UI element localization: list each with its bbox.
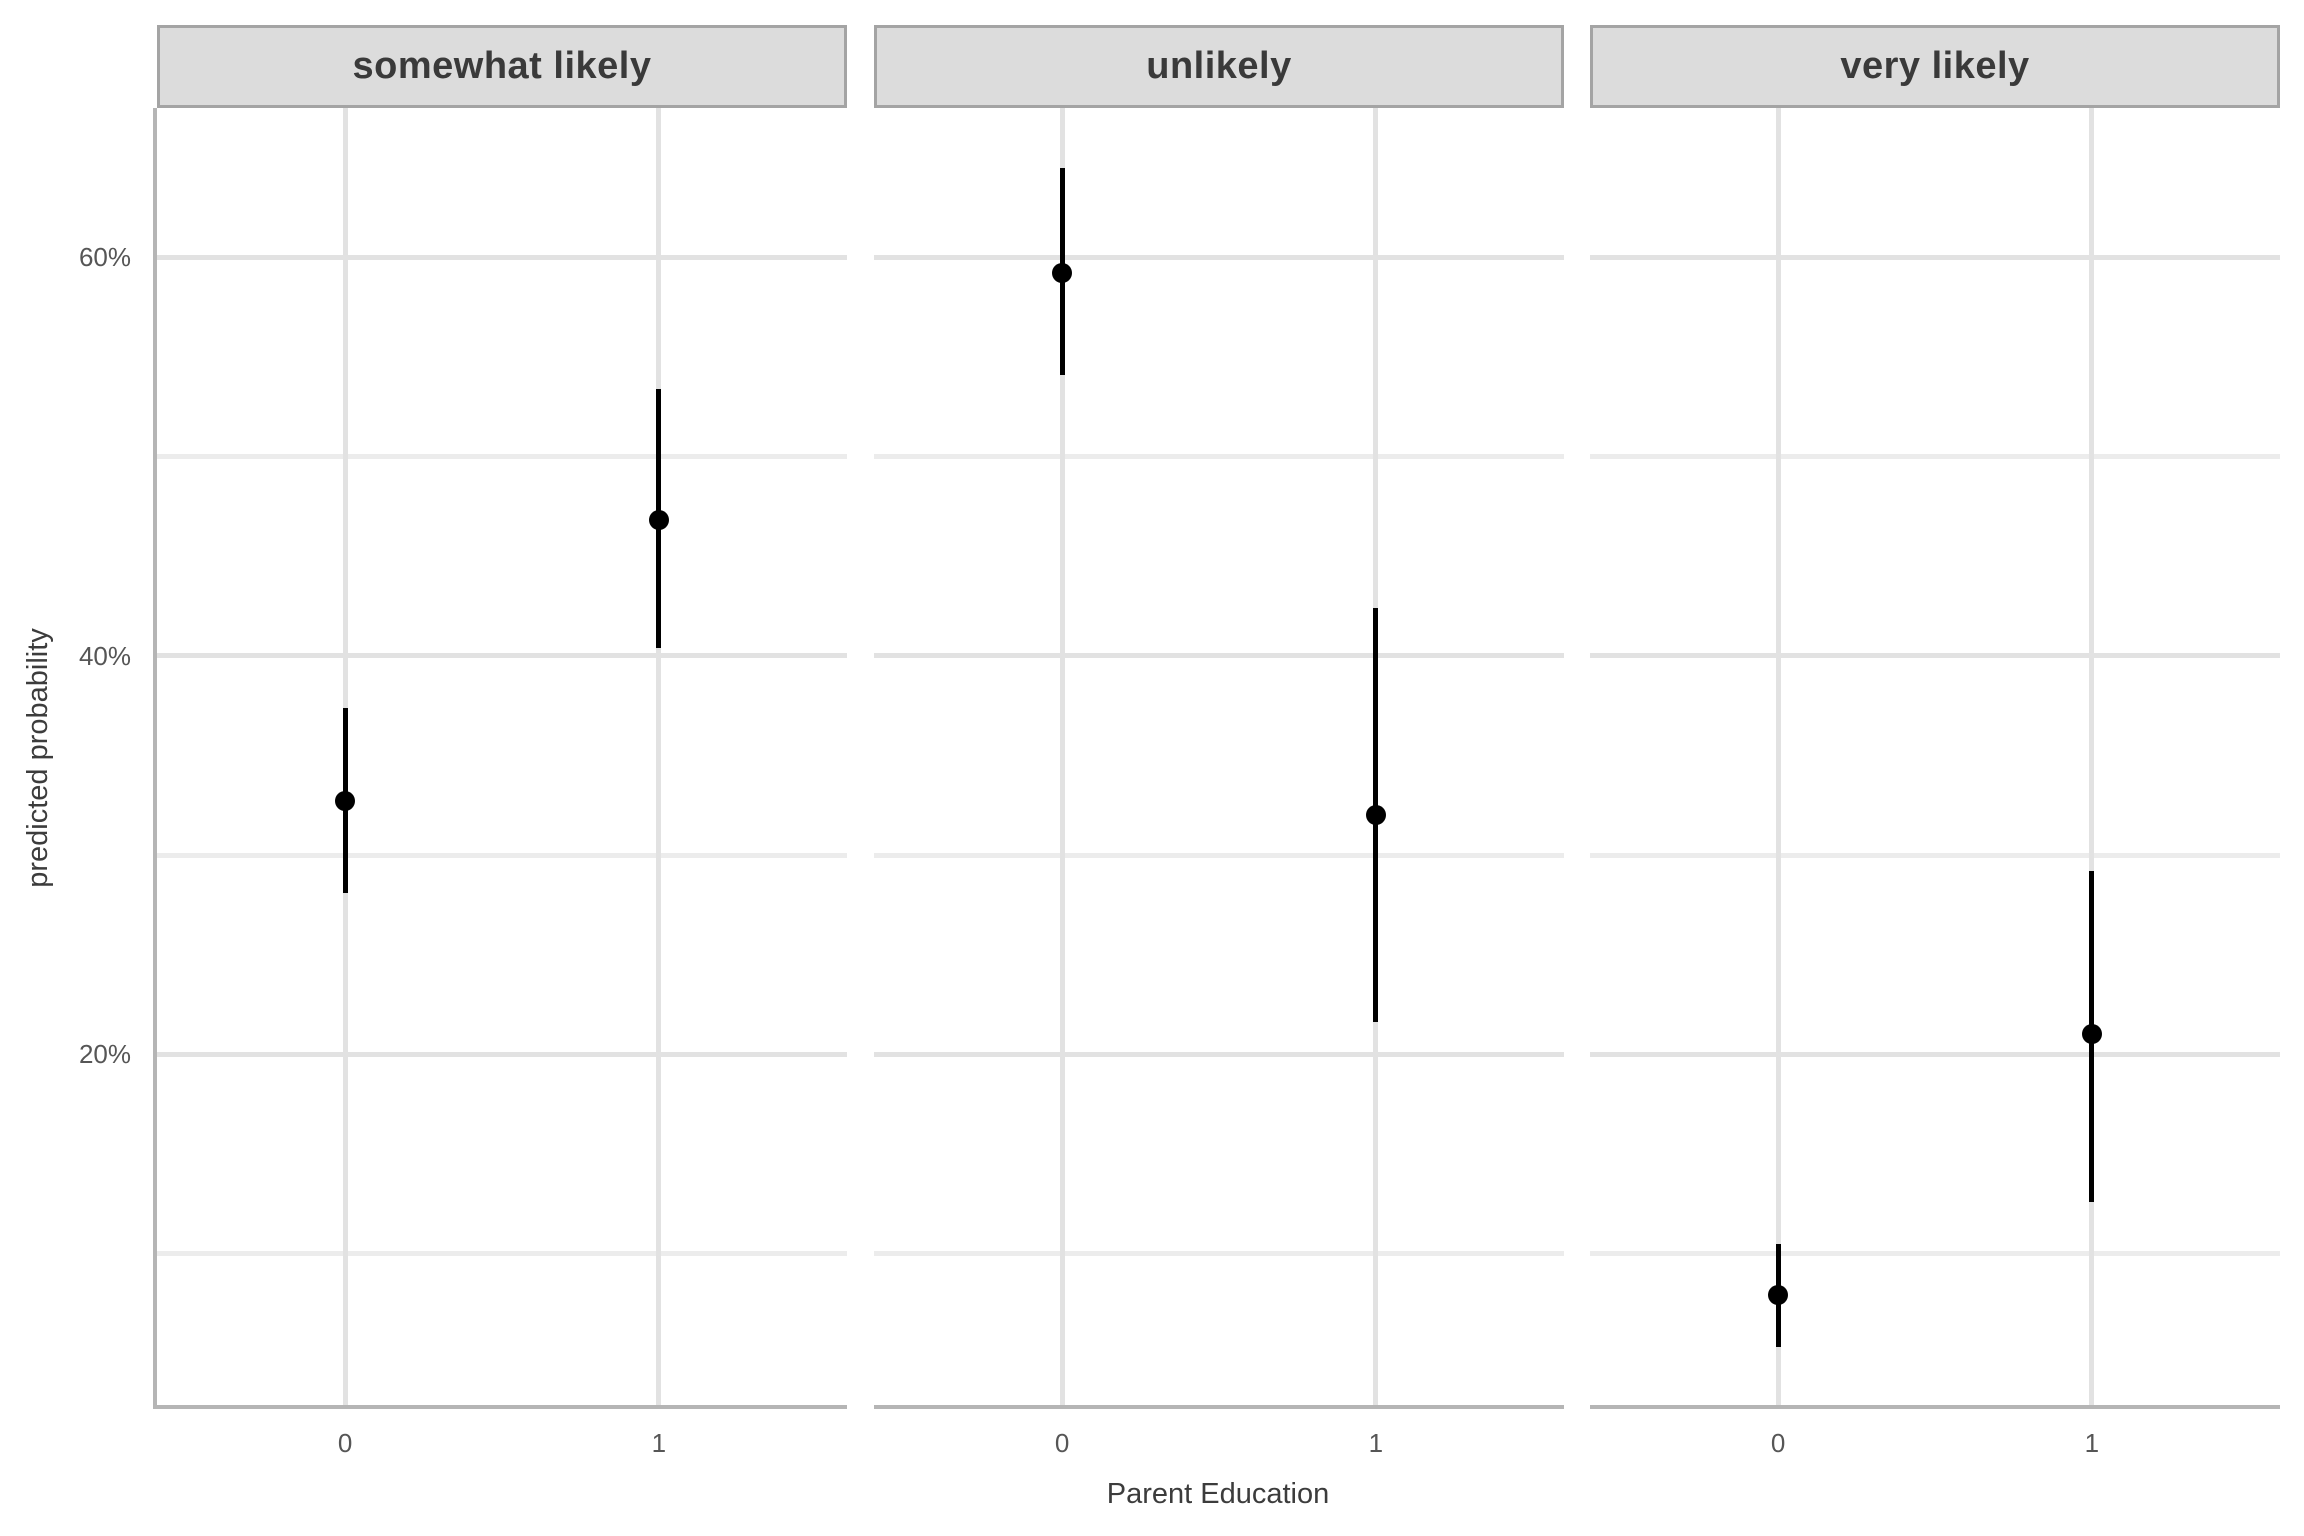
vertical-gridline [1775,108,1781,1407]
x-tick-label: 1 [1368,1428,1384,1458]
minor-gridline [1590,1251,2280,1257]
point-estimate-dot [1768,1285,1789,1306]
x-tick-label: 0 [337,1428,353,1458]
major-gridline [874,1051,1564,1057]
x-axis-title: Parent Education [1106,1478,1330,1510]
x-tick-label: 1 [2084,1428,2100,1458]
major-gridline [157,1051,847,1057]
major-gridline [874,653,1564,659]
vertical-gridline [1059,108,1065,1407]
point-estimate-dot [1052,263,1073,284]
point-estimate-dot [648,510,669,531]
major-gridline [1590,653,2280,659]
x-axis-line [874,1405,1564,1409]
minor-gridline [874,852,1564,858]
x-tick-label: 0 [1054,1428,1070,1458]
major-gridline [157,653,847,659]
y-tick-label: 40% [78,640,131,671]
y-tick-label: 60% [78,242,131,273]
facet-panel [874,108,1564,1409]
vertical-gridline [656,108,662,1407]
x-axis-line [1590,1405,2280,1409]
facet-strip: unlikely [874,25,1564,108]
facet-strip-label: unlikely [1146,45,1292,87]
major-gridline [157,254,847,260]
facet-strip-label: somewhat likely [352,45,652,87]
major-gridline [1590,1051,2280,1057]
minor-gridline [157,454,847,460]
minor-gridline [874,454,1564,460]
major-gridline [874,254,1564,260]
minor-gridline [1590,454,2280,460]
x-axis-line [157,1405,847,1409]
minor-gridline [1590,852,2280,858]
x-tick-label: 1 [651,1428,667,1458]
facet-panel [1590,108,2280,1409]
minor-gridline [157,852,847,858]
point-estimate-dot [335,791,356,812]
point-estimate-dot [2081,1024,2102,1045]
y-axis-title: predicted probability [22,628,54,888]
x-tick-label: 0 [1770,1428,1786,1458]
point-estimate-dot [1365,805,1386,826]
minor-gridline [874,1251,1564,1257]
facet-strip-label: very likely [1840,45,2030,87]
y-axis-line [153,108,157,1409]
facet-panel [157,108,847,1409]
major-gridline [1590,254,2280,260]
vertical-gridline [2089,108,2095,1407]
facet-strip: somewhat likely [157,25,847,108]
facet-strip: very likely [1590,25,2280,108]
y-tick-label: 20% [78,1039,131,1070]
minor-gridline [157,1251,847,1257]
